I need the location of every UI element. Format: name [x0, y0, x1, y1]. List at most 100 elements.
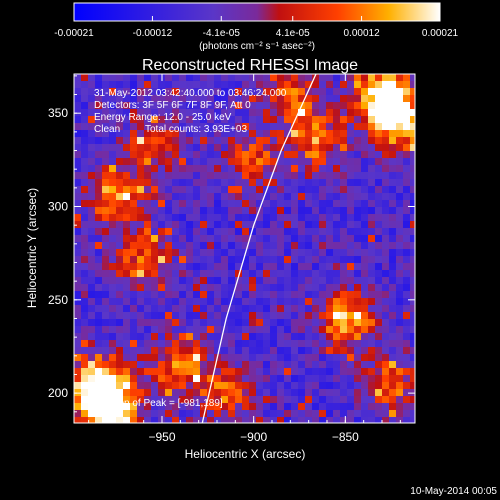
- heatmap-cell: [102, 116, 110, 124]
- heatmap-cell: [102, 172, 110, 180]
- heatmap-cell: [158, 158, 166, 166]
- heatmap-cell: [235, 228, 243, 236]
- heatmap-cell: [340, 368, 348, 376]
- heatmap-cell: [263, 235, 271, 243]
- heatmap-cell: [214, 186, 222, 194]
- heatmap-cell: [382, 375, 390, 383]
- heatmap-cell: [361, 284, 369, 292]
- heatmap-cell: [235, 102, 243, 110]
- heatmap-cell: [270, 200, 278, 208]
- heatmap-cell: [277, 200, 285, 208]
- colorbar-tick-label: 0.00012: [343, 28, 380, 39]
- heatmap-cell: [361, 368, 369, 376]
- heatmap-cell: [172, 102, 180, 110]
- heatmap-cell: [109, 354, 117, 362]
- heatmap-cell: [200, 256, 208, 264]
- heatmap-cell: [256, 312, 264, 320]
- heatmap-cell: [319, 214, 327, 222]
- heatmap-cell: [151, 340, 159, 348]
- heatmap-cell: [102, 214, 110, 222]
- heatmap-cell: [298, 200, 306, 208]
- heatmap-cell: [179, 123, 187, 131]
- heatmap-cell: [256, 382, 264, 390]
- heatmap-cell: [193, 375, 201, 383]
- heatmap-cell: [333, 228, 341, 236]
- heatmap-cell: [81, 123, 89, 131]
- heatmap-cell: [263, 284, 271, 292]
- heatmap-cell: [326, 123, 334, 131]
- heatmap-cell: [340, 305, 348, 313]
- heatmap-cell: [144, 144, 152, 152]
- heatmap-cell: [179, 305, 187, 313]
- heatmap-cell: [123, 116, 131, 124]
- heatmap-cell: [179, 333, 187, 341]
- heatmap-cell: [389, 137, 397, 145]
- heatmap-cell: [361, 144, 369, 152]
- annotation-time-range: 31-May-2012 03:42:40.000 to 03:46:24.000: [94, 88, 287, 99]
- heatmap-cell: [130, 249, 138, 257]
- heatmap-cell: [277, 179, 285, 187]
- heatmap-cell: [256, 158, 264, 166]
- heatmap-cell: [382, 235, 390, 243]
- heatmap-cell: [144, 193, 152, 201]
- heatmap-cell: [305, 319, 313, 327]
- heatmap-cell: [361, 249, 369, 257]
- heatmap-cell: [333, 417, 341, 423]
- heatmap-cell: [200, 130, 208, 138]
- heatmap-cell: [403, 165, 411, 173]
- heatmap-cell: [228, 109, 236, 117]
- heatmap-cell: [361, 319, 369, 327]
- heatmap-cell: [249, 123, 257, 131]
- heatmap-cell: [228, 165, 236, 173]
- heatmap-cell: [284, 193, 292, 201]
- heatmap-cell: [319, 228, 327, 236]
- heatmap-cell: [410, 214, 415, 222]
- heatmap-cell: [368, 354, 376, 362]
- heatmap-cell: [298, 207, 306, 215]
- heatmap-cell: [263, 382, 271, 390]
- heatmap-cell: [116, 368, 124, 376]
- heatmap-cell: [193, 354, 201, 362]
- heatmap-cell: [263, 312, 271, 320]
- heatmap-cell: [88, 109, 96, 117]
- heatmap-cell: [109, 109, 117, 117]
- heatmap-cell: [88, 340, 96, 348]
- heatmap-cell: [284, 354, 292, 362]
- heatmap-cell: [312, 375, 320, 383]
- heatmap-cell: [221, 403, 229, 411]
- heatmap-cell: [109, 319, 117, 327]
- heatmap-cell: [375, 165, 383, 173]
- heatmap-cell: [172, 389, 180, 397]
- heatmap-cell: [340, 319, 348, 327]
- heatmap-cell: [270, 221, 278, 229]
- heatmap-cell: [102, 396, 110, 404]
- heatmap-cell: [109, 200, 117, 208]
- heatmap-cell: [81, 214, 89, 222]
- heatmap-cell: [74, 270, 82, 278]
- heatmap-cell: [130, 340, 138, 348]
- heatmap-cell: [298, 403, 306, 411]
- heatmap-cell: [123, 368, 131, 376]
- heatmap-cell: [326, 242, 334, 250]
- heatmap-cell: [375, 235, 383, 243]
- heatmap-cell: [361, 298, 369, 306]
- heatmap-cell: [109, 326, 117, 334]
- heatmap-cell: [298, 354, 306, 362]
- heatmap-cell: [116, 354, 124, 362]
- heatmap-cell: [312, 200, 320, 208]
- heatmap-cell: [375, 417, 383, 423]
- heatmap-cell: [214, 200, 222, 208]
- heatmap-cell: [277, 263, 285, 271]
- heatmap-cell: [102, 130, 110, 138]
- heatmap-cell: [130, 361, 138, 369]
- heatmap-cell: [256, 123, 264, 131]
- heatmap-cell: [165, 95, 173, 103]
- heatmap-cell: [298, 291, 306, 299]
- heatmap-cell: [333, 389, 341, 397]
- heatmap-cell: [382, 417, 390, 423]
- heatmap-cell: [116, 361, 124, 369]
- heatmap-cell: [263, 340, 271, 348]
- heatmap-cell: [249, 298, 257, 306]
- heatmap-cell: [95, 151, 103, 159]
